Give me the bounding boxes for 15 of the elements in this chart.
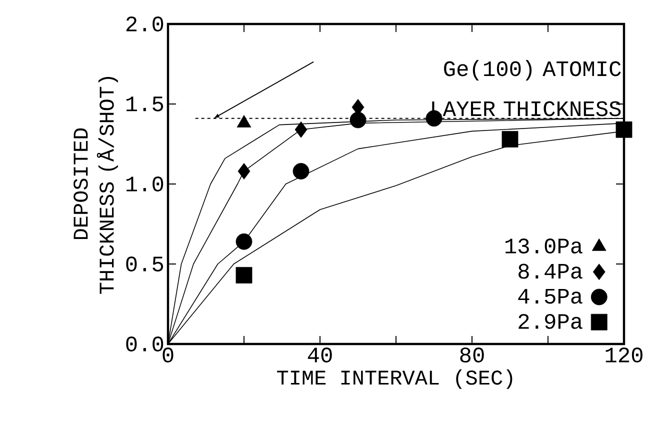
x-tick-label: 120	[606, 348, 642, 362]
y-tick-label: 1.5	[126, 96, 164, 112]
legend-label: 13.0Pa	[505, 238, 582, 254]
y-tick-label: 0.0	[126, 336, 164, 352]
legend-label: 8.4Pa	[518, 264, 582, 279]
x-tick-label: 0	[162, 348, 174, 362]
y-tick-label: 0.5	[126, 256, 164, 272]
y-tick-label: 1.0	[126, 176, 164, 192]
x-axis-title: TIME INTERVAL (SEC)	[277, 369, 512, 389]
x-tick-label: 80	[460, 348, 484, 362]
x-tick-label: 40	[308, 348, 332, 362]
y-tick-label: 2.0	[126, 16, 164, 32]
y-axis-title: DEPOSITED THICKNESS (Å/SHOT)	[74, 76, 118, 294]
legend-label: 2.9Pa	[518, 314, 582, 329]
legend-label: 4.5Pa	[518, 288, 582, 304]
